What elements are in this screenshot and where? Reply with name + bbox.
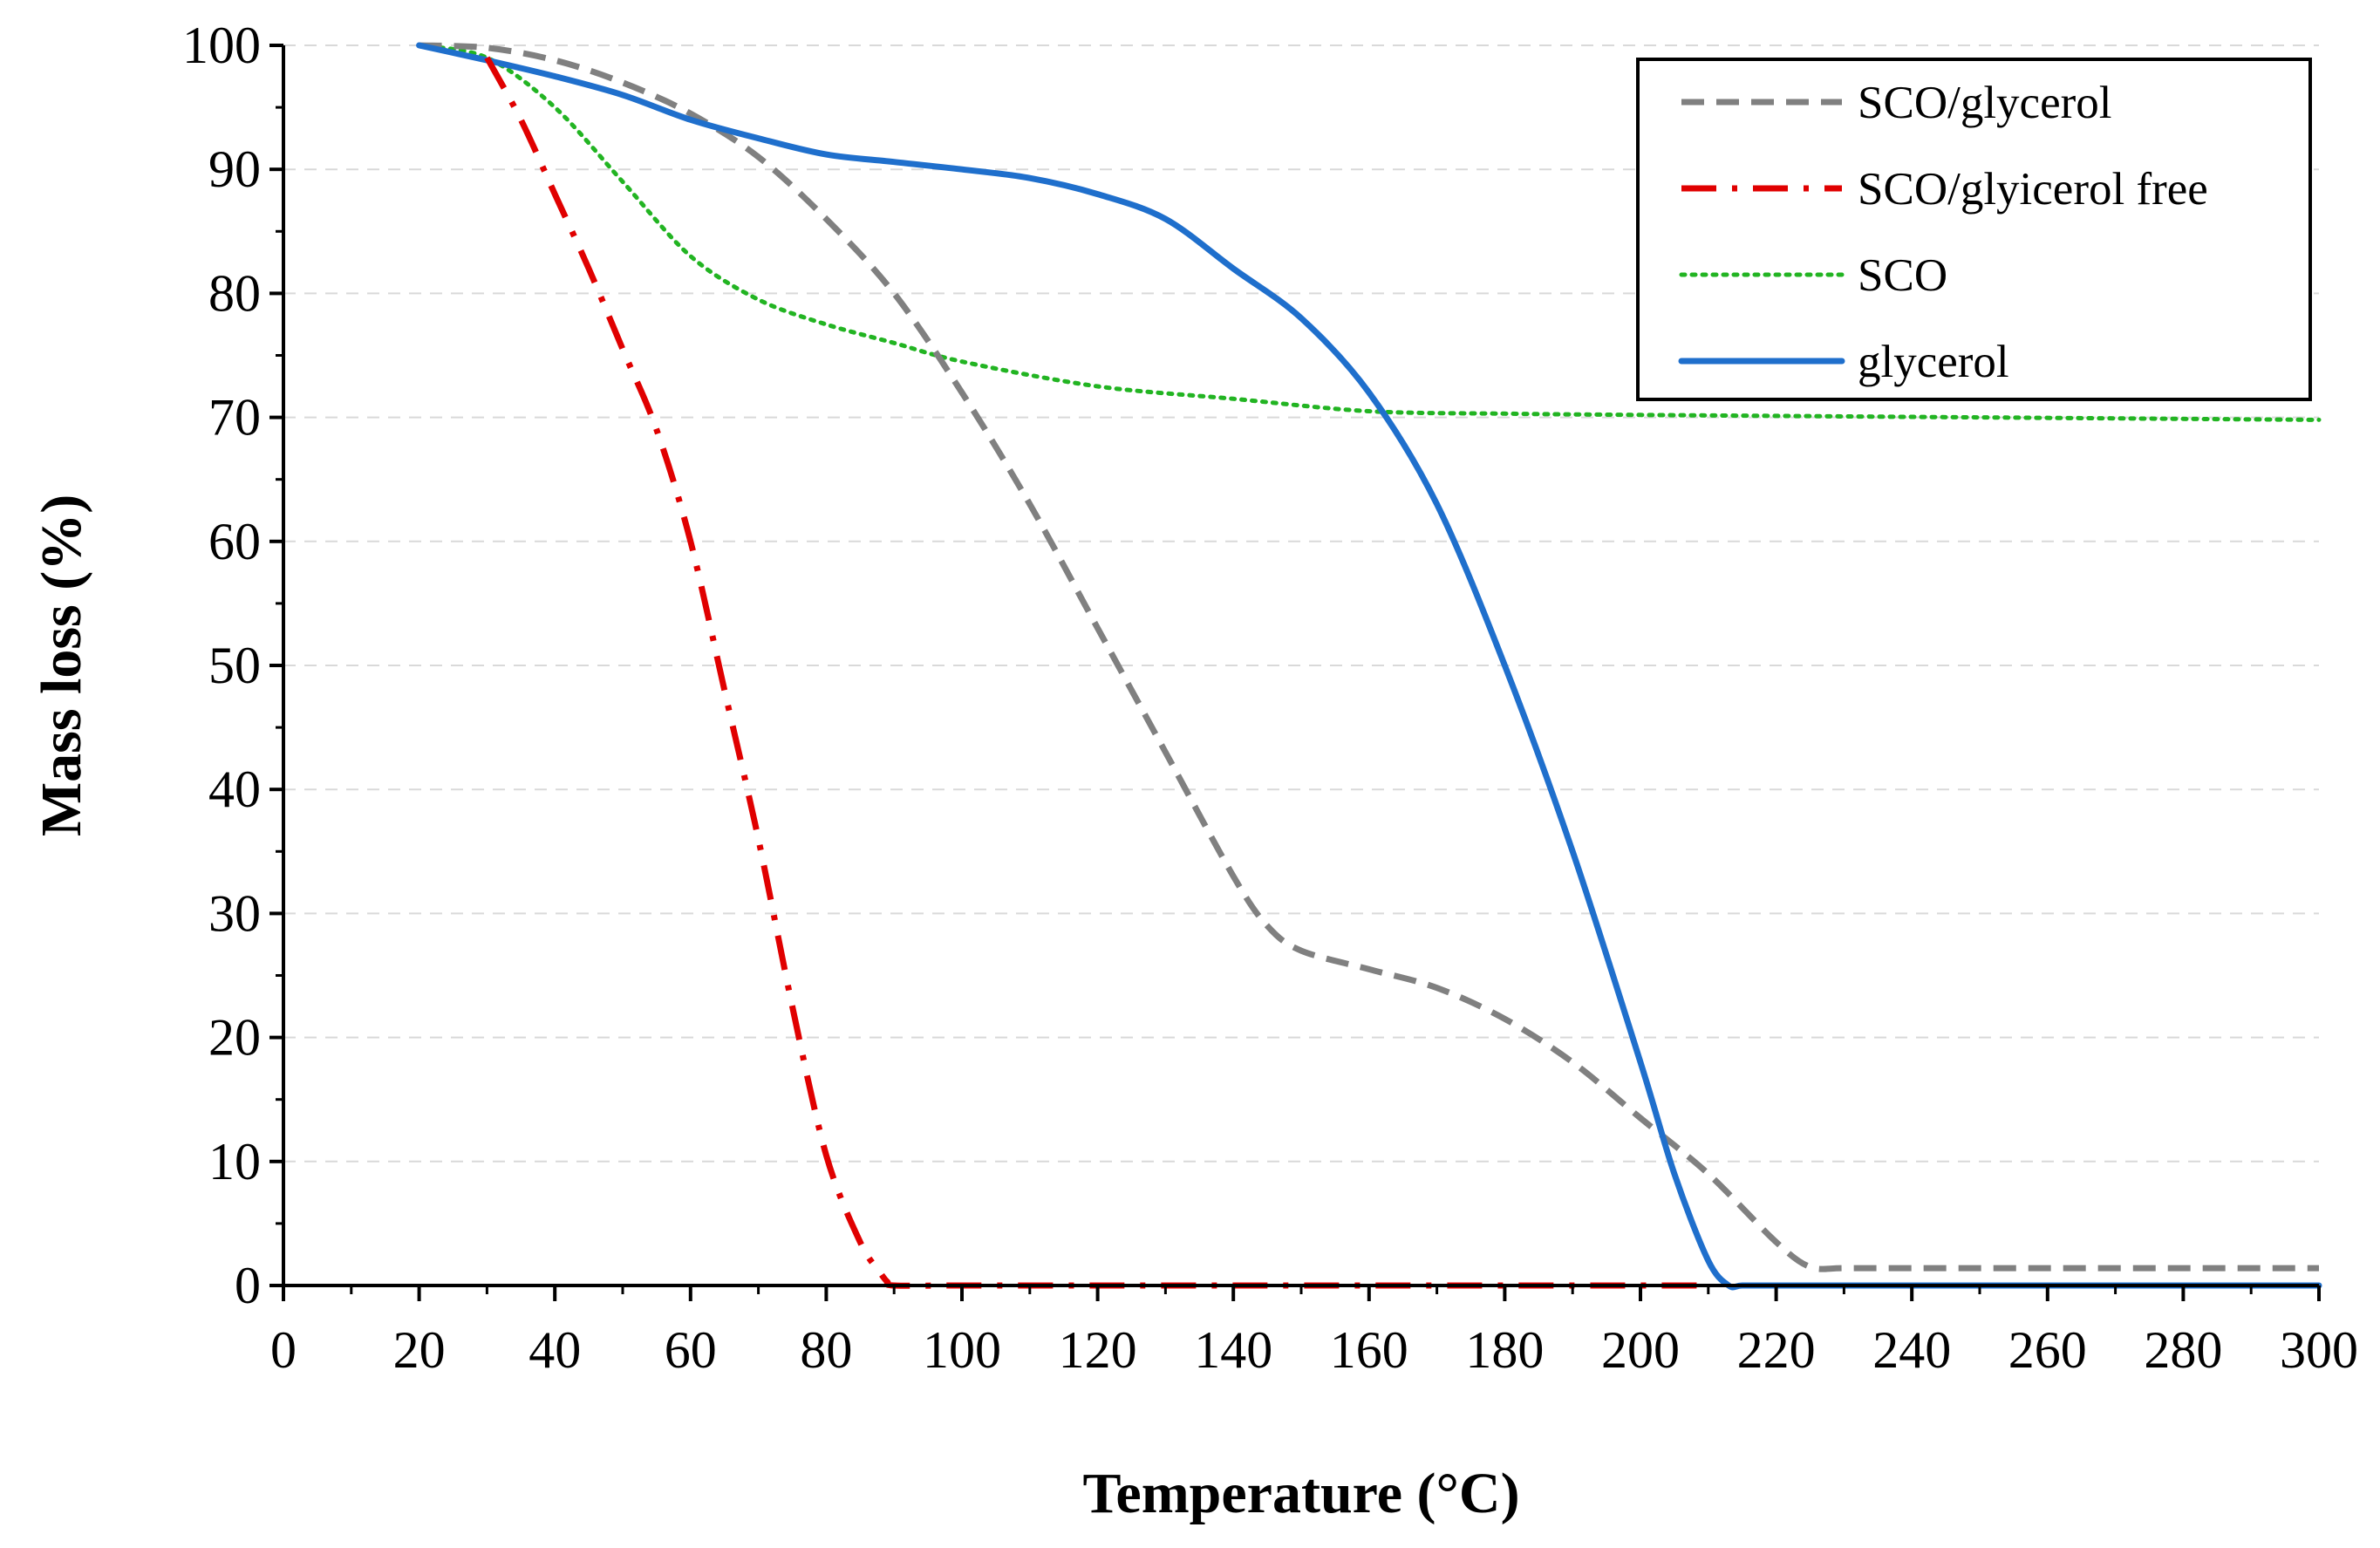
y-tick-label: 100: [182, 17, 261, 74]
y-tick-label: 30: [208, 884, 261, 942]
x-tick-label: 260: [2008, 1321, 2087, 1379]
x-tick-label: 200: [1601, 1321, 1680, 1379]
legend-label: SCO/glyicerol free: [1858, 164, 2208, 215]
x-tick-label: 280: [2144, 1321, 2222, 1379]
x-ticks: 0 20 40 60 80 100 120 140 160 180 200 220 240 260 280 3…: [270, 1285, 2358, 1379]
x-tick-label: 60: [665, 1321, 717, 1379]
x-tick-label: 180: [1465, 1321, 1544, 1379]
series-line-sco: [417, 43, 2322, 422]
x-tick-label: 80: [800, 1321, 852, 1379]
y-tick-label: 20: [208, 1009, 261, 1067]
y-axis-title: Mass loss (%): [30, 494, 93, 836]
x-tick-label: 160: [1330, 1321, 1408, 1379]
y-tick-label: 0: [235, 1257, 261, 1314]
x-tick-label: 40: [529, 1321, 581, 1379]
x-tick-label: 0: [270, 1321, 297, 1379]
legend-label: SCO: [1858, 250, 1947, 301]
x-tick-label: 140: [1194, 1321, 1272, 1379]
legend-label: SCO/glycerol: [1858, 78, 2111, 128]
x-tick-label: 300: [2280, 1321, 2358, 1379]
x-axis-title: Temperature (°C): [1082, 1462, 1519, 1525]
x-tick-label: 120: [1059, 1321, 1137, 1379]
y-tick-label: 50: [208, 637, 261, 694]
y-tick-label: 60: [208, 513, 261, 570]
x-tick-label: 20: [393, 1321, 446, 1379]
x-tick-label: 100: [923, 1321, 1001, 1379]
y-tick-label: 40: [208, 760, 261, 818]
series-line-sco-glycerol: [419, 42, 2319, 1272]
legend-entries: SCO/glycerol SCO/glyicerol free SCO glycero…: [1678, 78, 2208, 387]
legend: SCO/glycerol SCO/glyicerol free SCO glycero…: [1636, 58, 2312, 401]
legend-box: [1636, 58, 2312, 401]
y-ticks: 0 10 20 30 40 50 60 70 80 90 100: [182, 17, 283, 1314]
y-tick-label: 80: [208, 264, 261, 322]
x-tick-label: 240: [1872, 1321, 1951, 1379]
y-tick-label: 90: [208, 140, 261, 198]
legend-label: glycerol: [1858, 337, 2009, 387]
y-tick-label: 70: [208, 389, 261, 447]
x-tick-label: 220: [1737, 1321, 1816, 1379]
y-tick-label: 10: [208, 1133, 261, 1190]
